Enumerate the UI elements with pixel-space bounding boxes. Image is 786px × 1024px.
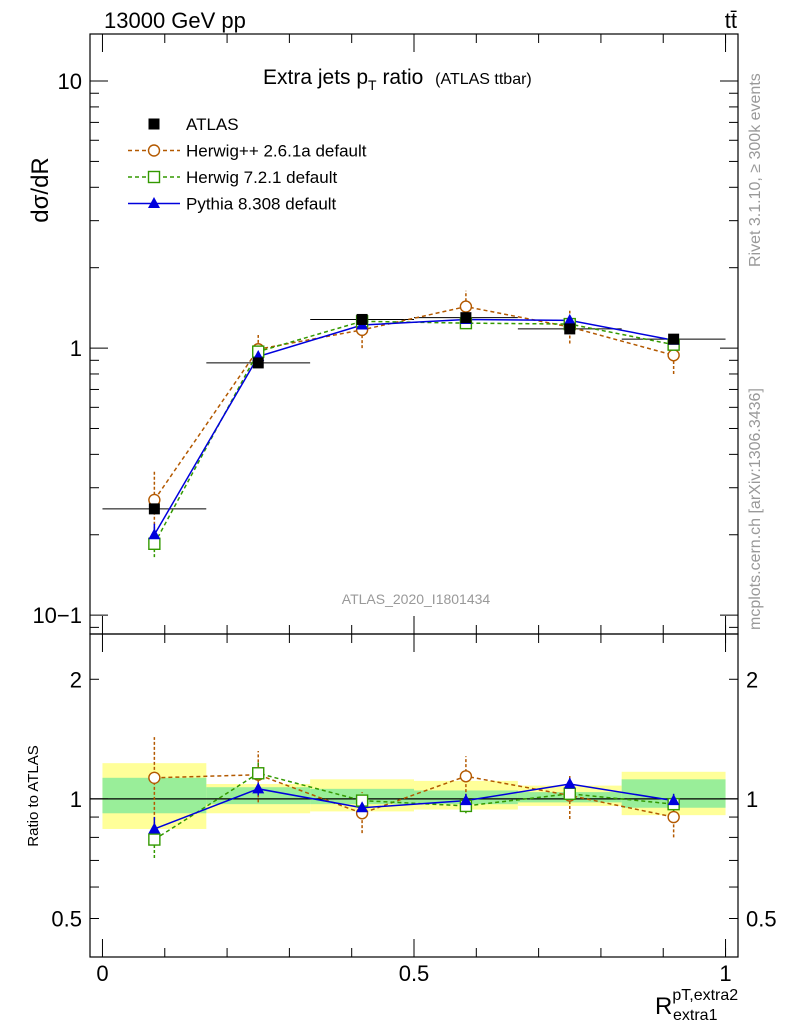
main-y-tick-label: 1 (70, 336, 82, 361)
ratio-point (148, 822, 161, 834)
plot-title: Extra jets pT ratio (ATLAS ttbar) (263, 66, 532, 93)
main-markers-0 (148, 312, 680, 515)
ratio-ticks: 0.5 0.5 1 1 2 2 0 0.5 1 (51, 634, 777, 986)
ratio-frame (89, 633, 739, 958)
ratio-uncertainty-bands (102, 763, 726, 829)
main-point (564, 323, 576, 335)
ratio-markers-2 (148, 777, 680, 834)
ratio-point (356, 801, 369, 813)
main-series-3 (153, 315, 675, 547)
header-process-label: tt̄ (725, 8, 737, 33)
main-markers-2 (148, 315, 680, 550)
ratio-point (563, 787, 576, 800)
main-series-line (153, 320, 674, 545)
x-axis-label-sup: pT,extra2 (672, 987, 738, 1004)
x-tick-label: 0 (96, 961, 108, 986)
main-markers-1 (148, 300, 680, 507)
main-ticks: 10−1 1 10 (32, 34, 738, 634)
ratio-point (252, 782, 265, 794)
legend-marker (147, 170, 161, 184)
x-axis-label-sub: extra1 (673, 1007, 718, 1024)
main-series-1 (153, 290, 675, 535)
plot-title-main: Extra jets p (263, 66, 368, 89)
x-axis-label-main: R (655, 993, 672, 1020)
main-y-tick-label: 10 (58, 69, 82, 94)
plot-title-subscript: T (368, 77, 377, 93)
ratio-point (667, 794, 680, 806)
main-series-line (153, 305, 674, 501)
main-point (460, 312, 472, 324)
main-series-line (153, 318, 674, 536)
ratio-point (563, 777, 576, 789)
main-markers-3 (148, 312, 680, 540)
ratio-point (459, 794, 472, 806)
main-series-0 (102, 317, 726, 510)
legend-item: Herwig 7.2.1 default (128, 168, 337, 187)
ratio-point (667, 810, 680, 824)
main-point (148, 503, 160, 515)
ratio-plot: 0.5 0.5 1 1 2 2 0 0.5 1 (51, 633, 777, 986)
plot-title-tail: ratio (377, 66, 424, 89)
main-plot: 10−1 1 10 (32, 33, 739, 635)
mcplots-label: mcplots.cern.ch [arXiv:1306.3436] (747, 388, 764, 630)
legend-label: Herwig 7.2.1 default (186, 168, 337, 187)
ratio-y-tick-label-right: 0.5 (746, 906, 777, 931)
ratio-y-tick-label: 1 (70, 787, 82, 812)
ratio-y-tick-label-right: 2 (746, 667, 758, 692)
ratio-point (148, 833, 161, 846)
ratio-series-line (154, 774, 674, 818)
ratio-y-tick-label: 0.5 (51, 906, 82, 931)
ratio-y-axis-label: Ratio to ATLAS (25, 745, 42, 846)
main-point (668, 333, 680, 345)
main-point (356, 313, 368, 325)
rivet-version-label: Rivet 3.1.10, ≥ 300k events (747, 73, 764, 267)
main-point (148, 537, 161, 550)
legend-marker (148, 118, 160, 130)
legend: ATLAS Herwig++ 2.6.1a default Herwig 7.2.1… (128, 115, 367, 214)
legend-marker (147, 144, 161, 157)
main-point (459, 300, 473, 313)
main-y-tick-label: 10−1 (32, 603, 82, 628)
main-point (252, 357, 264, 369)
header-energy-label: 13000 GeV pp (104, 8, 246, 33)
x-axis-label: RpT,extra2 (655, 987, 738, 1020)
ratio-point (252, 767, 265, 780)
main-series-2 (153, 315, 675, 558)
main-y-axis-label: dσ/dR (27, 157, 54, 223)
main-y-axis-label-text: dσ/dR (27, 157, 54, 223)
x-tick-label: 1 (719, 961, 731, 986)
ratio-series-line (154, 783, 674, 830)
ratio-point (459, 770, 473, 783)
main-point (148, 528, 161, 540)
main-point (563, 313, 576, 325)
legend-marker (148, 197, 160, 208)
legend-item: Herwig++ 2.6.1a default (128, 142, 367, 161)
ratio-point (148, 771, 161, 784)
main-point (667, 349, 680, 362)
analysis-watermark: ATLAS_2020_I1801434 (342, 591, 491, 607)
legend-item: ATLAS (148, 115, 239, 134)
x-tick-label: 0.5 (399, 961, 430, 986)
legend-label: ATLAS (186, 115, 239, 134)
plot-title-small: (ATLAS ttbar) (435, 71, 532, 88)
ratio-y-tick-label: 2 (70, 667, 82, 692)
legend-item: Pythia 8.308 default (128, 195, 337, 214)
legend-label: Pythia 8.308 default (186, 195, 337, 214)
legend-label: Herwig++ 2.6.1a default (186, 142, 367, 161)
ratio-y-tick-label-right: 1 (746, 787, 758, 812)
ratio-series-line (153, 772, 674, 841)
